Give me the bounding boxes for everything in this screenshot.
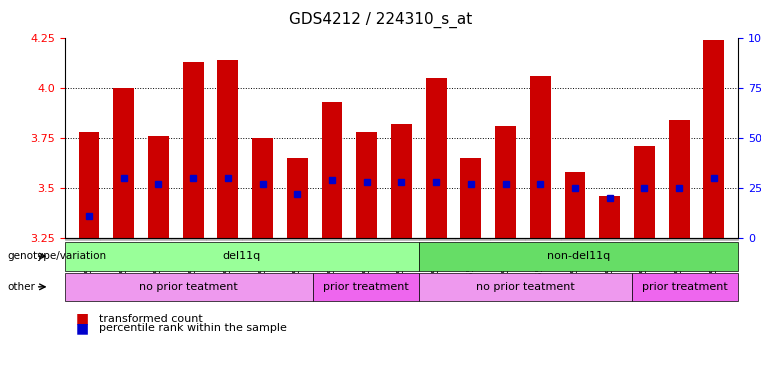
Text: genotype/variation: genotype/variation bbox=[8, 251, 107, 262]
Bar bbox=[183, 62, 203, 238]
Bar bbox=[113, 88, 134, 238]
Bar bbox=[425, 78, 447, 238]
Bar bbox=[565, 172, 585, 238]
Text: del11q: del11q bbox=[223, 251, 261, 262]
Bar bbox=[356, 132, 377, 238]
Text: GDS4212 / 224310_s_at: GDS4212 / 224310_s_at bbox=[289, 12, 472, 28]
Bar bbox=[530, 76, 551, 238]
Bar bbox=[218, 60, 238, 238]
Text: ■: ■ bbox=[76, 321, 89, 335]
Text: non-del11q: non-del11q bbox=[547, 251, 610, 262]
Bar bbox=[634, 146, 655, 238]
Bar bbox=[600, 196, 620, 238]
Bar bbox=[322, 102, 342, 238]
Bar bbox=[669, 120, 689, 238]
Bar bbox=[703, 40, 724, 238]
Bar bbox=[252, 138, 273, 238]
Text: ■: ■ bbox=[76, 312, 89, 326]
Text: no prior teatment: no prior teatment bbox=[476, 282, 575, 292]
Bar bbox=[495, 126, 516, 238]
Text: no prior teatment: no prior teatment bbox=[139, 282, 238, 292]
Bar bbox=[148, 136, 169, 238]
Bar bbox=[78, 132, 100, 238]
Text: transformed count: transformed count bbox=[99, 314, 202, 324]
Text: percentile rank within the sample: percentile rank within the sample bbox=[99, 323, 287, 333]
Text: prior treatment: prior treatment bbox=[642, 282, 728, 292]
Text: prior treatment: prior treatment bbox=[323, 282, 409, 292]
Bar bbox=[391, 124, 412, 238]
Text: other: other bbox=[8, 282, 36, 292]
Bar bbox=[287, 158, 307, 238]
Bar bbox=[460, 158, 481, 238]
